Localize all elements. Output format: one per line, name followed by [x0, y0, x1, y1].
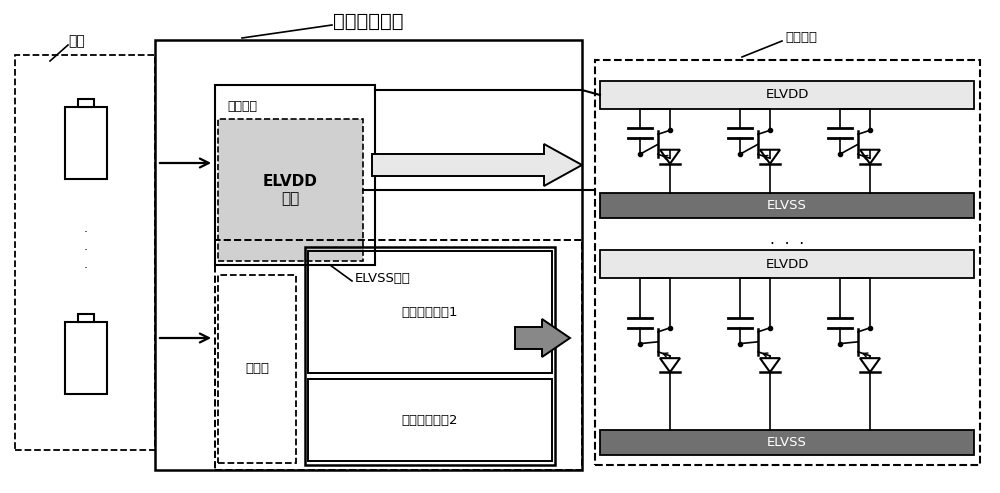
- Bar: [308, 251, 552, 373]
- Text: 电源管理模块: 电源管理模块: [333, 11, 403, 31]
- Text: 功率变换电路2: 功率变换电路2: [402, 414, 458, 426]
- Bar: [218, 119, 363, 261]
- Text: 显示装置: 显示装置: [785, 32, 817, 44]
- Text: ELVDD: ELVDD: [765, 89, 809, 102]
- Text: ELVDD
电源: ELVDD 电源: [263, 174, 318, 206]
- Text: 电源芯片: 电源芯片: [227, 101, 257, 113]
- Text: 电源: 电源: [68, 34, 85, 48]
- Bar: [595, 60, 980, 465]
- Bar: [64, 322, 106, 394]
- Bar: [308, 379, 552, 461]
- Text: ELVSS: ELVSS: [767, 436, 807, 449]
- Bar: [64, 107, 106, 179]
- Polygon shape: [515, 319, 570, 357]
- Text: ELVSS: ELVSS: [767, 199, 807, 212]
- Bar: [15, 55, 155, 450]
- Bar: [155, 40, 582, 470]
- Text: ELVDD: ELVDD: [765, 257, 809, 271]
- Bar: [78, 99, 94, 107]
- Text: ELVSS电源: ELVSS电源: [355, 272, 411, 284]
- Bar: [305, 247, 555, 465]
- Polygon shape: [372, 144, 582, 186]
- Bar: [600, 250, 974, 278]
- Text: ·
·
·: · · ·: [84, 226, 88, 276]
- Text: 控制器: 控制器: [245, 362, 269, 376]
- Bar: [218, 275, 296, 463]
- Bar: [215, 85, 375, 265]
- Bar: [600, 81, 974, 109]
- Text: 功率变换电路1: 功率变换电路1: [402, 306, 458, 318]
- Text: ·  ·  ·: · · ·: [770, 238, 804, 252]
- Bar: [78, 314, 94, 322]
- Bar: [215, 240, 582, 470]
- Bar: [600, 430, 974, 455]
- Bar: [600, 193, 974, 218]
